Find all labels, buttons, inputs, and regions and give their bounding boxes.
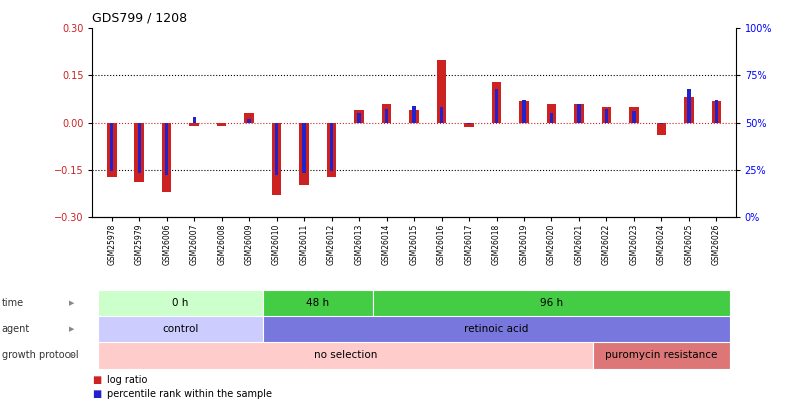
Bar [546, 104, 556, 122]
Bar [165, 122, 168, 175]
Bar [137, 122, 141, 173]
Bar [439, 107, 442, 122]
Bar [299, 122, 308, 185]
Bar [190, 122, 198, 126]
Bar [98, 316, 263, 342]
Text: ■: ■ [92, 389, 102, 399]
Bar [549, 113, 552, 122]
Bar [409, 110, 418, 122]
Bar [491, 82, 501, 122]
Bar [263, 316, 729, 342]
Text: no selection: no selection [313, 350, 377, 360]
Bar [519, 100, 528, 122]
Bar [604, 109, 607, 122]
Bar [714, 100, 717, 122]
Bar [271, 122, 281, 195]
Text: 0 h: 0 h [172, 298, 189, 308]
Text: log ratio: log ratio [107, 375, 147, 385]
Bar [275, 122, 278, 175]
Text: GDS799 / 1208: GDS799 / 1208 [92, 11, 187, 24]
Bar [244, 113, 254, 122]
Bar [436, 60, 446, 122]
Text: puromycin resistance: puromycin resistance [605, 350, 717, 360]
Bar [631, 111, 635, 122]
Text: 48 h: 48 h [306, 298, 329, 308]
Bar [463, 122, 473, 127]
Bar [656, 122, 666, 135]
Text: retinoic acid: retinoic acid [464, 324, 528, 334]
Bar [601, 107, 610, 122]
Text: ■: ■ [92, 375, 102, 385]
Bar [522, 100, 525, 122]
Text: ▶: ▶ [68, 300, 74, 306]
Bar [247, 119, 251, 122]
Bar [134, 122, 144, 182]
Bar [373, 290, 729, 316]
Bar [302, 122, 305, 173]
Bar [687, 89, 690, 122]
Text: ▶: ▶ [68, 326, 74, 332]
Bar [412, 106, 415, 122]
Text: agent: agent [2, 324, 30, 334]
Bar [381, 104, 391, 122]
Bar [326, 122, 336, 177]
Bar [683, 97, 693, 122]
Bar [592, 342, 729, 369]
Bar [161, 122, 171, 192]
Bar [577, 104, 580, 122]
Bar [385, 109, 388, 122]
Bar [573, 104, 583, 122]
Bar [711, 100, 720, 122]
Bar [217, 122, 226, 126]
Bar [107, 122, 116, 177]
Text: control: control [162, 324, 198, 334]
Bar [98, 290, 263, 316]
Bar [98, 342, 592, 369]
Text: growth protocol: growth protocol [2, 350, 78, 360]
Bar [329, 122, 332, 171]
Bar [110, 122, 113, 171]
Bar [357, 113, 361, 122]
Text: time: time [2, 298, 24, 308]
Bar [495, 89, 498, 122]
Bar [629, 107, 638, 122]
Bar [192, 117, 196, 122]
Text: 96 h: 96 h [540, 298, 562, 308]
Bar [263, 290, 373, 316]
Bar [659, 122, 662, 124]
Text: ▶: ▶ [68, 352, 74, 358]
Bar [354, 110, 364, 122]
Bar [467, 122, 470, 124]
Text: percentile rank within the sample: percentile rank within the sample [107, 389, 271, 399]
